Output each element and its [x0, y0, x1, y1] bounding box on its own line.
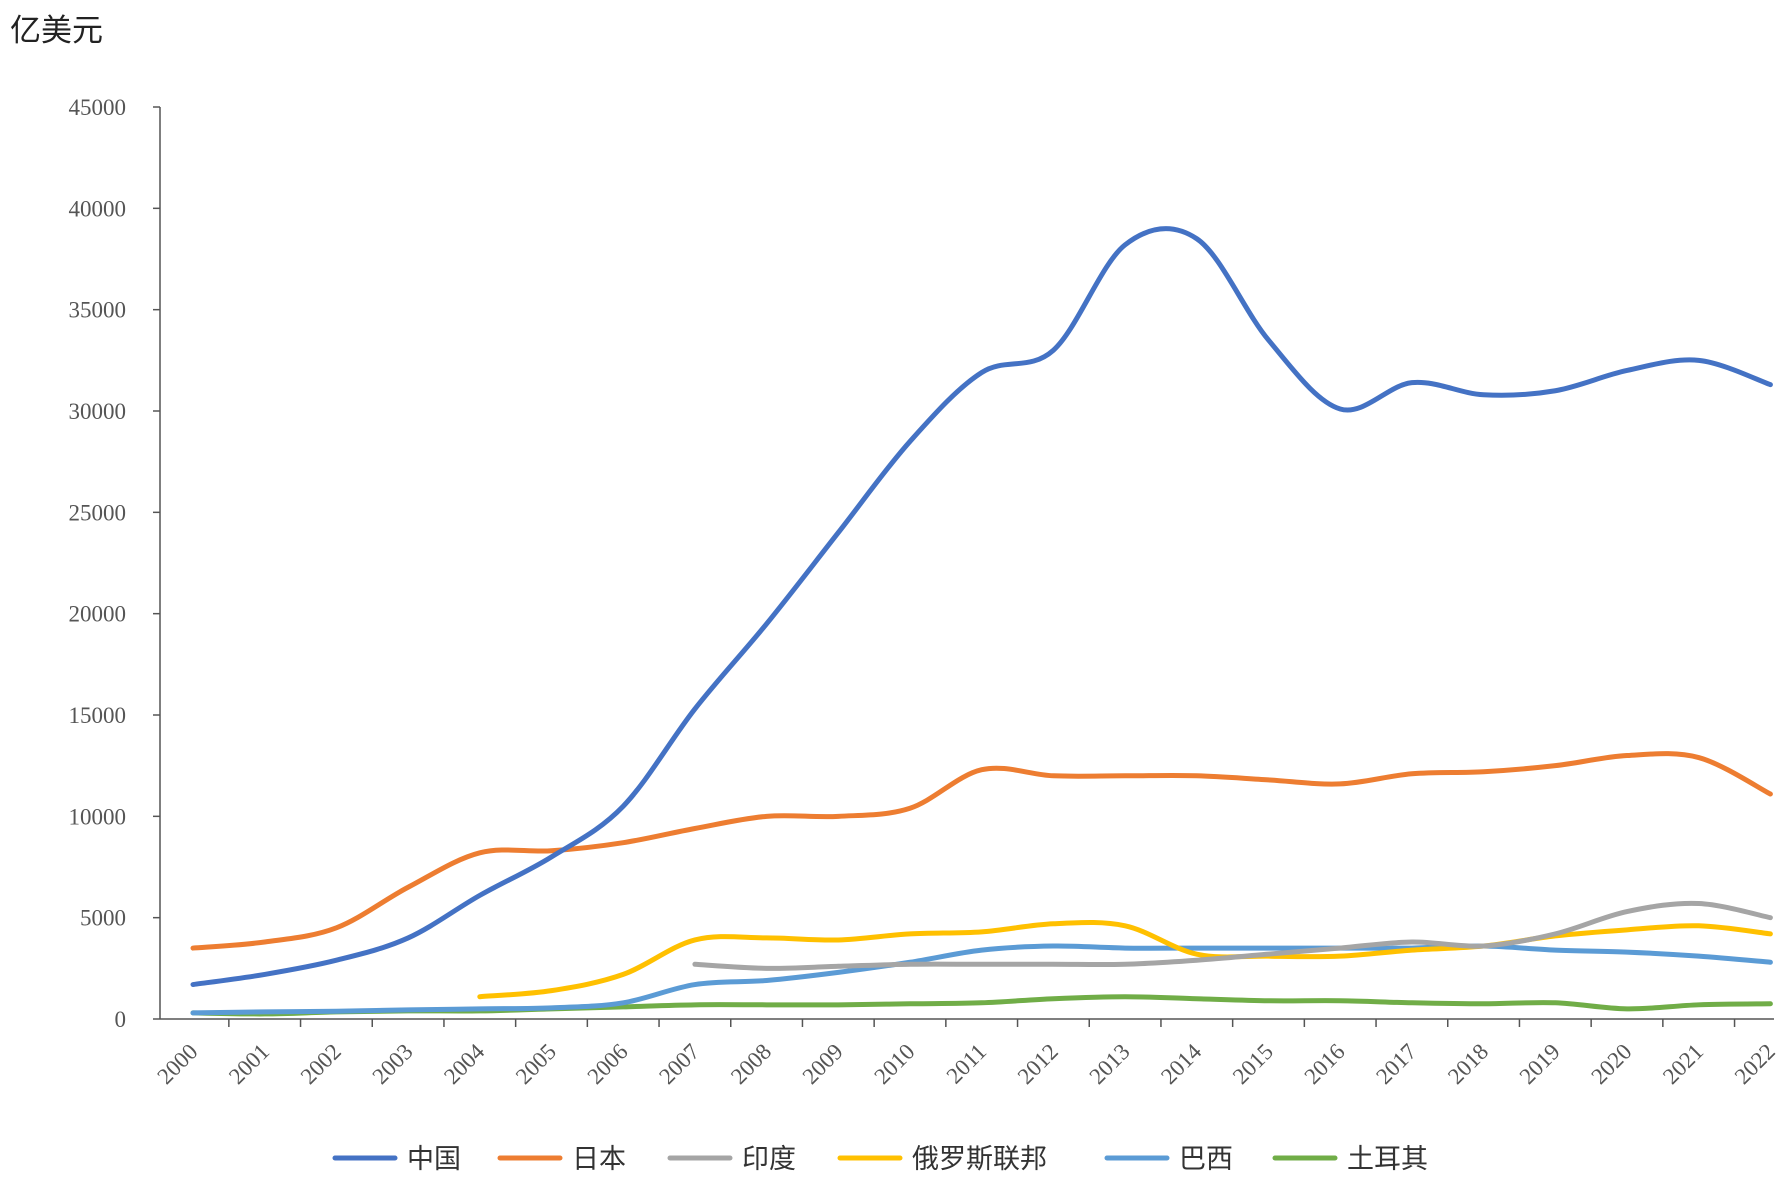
x-tick-label: 2001 — [224, 1039, 274, 1089]
x-tick-label: 2002 — [296, 1039, 346, 1089]
x-tick-label: 2013 — [1084, 1039, 1134, 1089]
y-tick-label: 25000 — [69, 500, 127, 525]
x-tick-label: 2003 — [367, 1039, 417, 1089]
x-tick-label: 2008 — [726, 1039, 776, 1089]
x-tick-label: 2018 — [1443, 1039, 1493, 1089]
x-tick-label: 2010 — [869, 1039, 919, 1089]
series-line-4 — [190, 943, 1773, 1016]
y-tick-label: 10000 — [69, 804, 127, 829]
y-tick-label: 0 — [115, 1007, 127, 1032]
series-line-3 — [477, 920, 1773, 1000]
series-line-0 — [190, 226, 1773, 988]
x-tick-label: 2022 — [1730, 1039, 1780, 1089]
legend: 中国 日本 印度 俄罗斯联邦 巴西 土耳其 — [332, 1144, 1428, 1175]
x-tick-label: 2019 — [1515, 1039, 1565, 1089]
series-line-2 — [692, 900, 1773, 971]
x-tick-label: 2014 — [1156, 1039, 1207, 1090]
legend-label-4: 巴西 — [1179, 1144, 1233, 1175]
x-tick-label: 2007 — [654, 1039, 704, 1089]
x-tick-label: 2006 — [583, 1039, 633, 1089]
y-tick-label: 5000 — [80, 906, 126, 931]
x-tick-label: 2000 — [152, 1039, 202, 1089]
x-tick-label: 2012 — [1013, 1039, 1063, 1089]
x-tick-label: 2004 — [439, 1039, 490, 1090]
x-tick-label: 2011 — [942, 1039, 992, 1089]
x-tick-label: 2005 — [511, 1039, 561, 1089]
x-tick-label: 2020 — [1586, 1039, 1636, 1089]
legend-label-3: 俄罗斯联邦 — [912, 1144, 1047, 1175]
x-tick-label: 2021 — [1658, 1039, 1708, 1089]
legend-label-0: 中国 — [407, 1144, 461, 1175]
y-tick-label: 35000 — [69, 298, 127, 323]
legend-label-5: 土耳其 — [1347, 1144, 1428, 1175]
x-tick-label: 2015 — [1228, 1039, 1278, 1089]
y-tick-label: 45000 — [69, 95, 127, 120]
legend-label-1: 日本 — [572, 1144, 626, 1175]
y-tick-label: 40000 — [69, 196, 127, 221]
x-tick-label: 2009 — [798, 1039, 848, 1089]
series-layer — [190, 226, 1773, 1017]
y-axis-unit-label: 亿美元 — [10, 13, 103, 49]
x-tick-label: 2016 — [1300, 1039, 1350, 1089]
y-tick-label: 20000 — [69, 602, 127, 627]
legend-label-2: 印度 — [742, 1144, 796, 1175]
x-tick-label: 2017 — [1371, 1039, 1421, 1089]
y-tick-label: 15000 — [69, 703, 127, 728]
y-tick-label: 30000 — [69, 399, 127, 424]
series-line-1 — [190, 751, 1773, 951]
